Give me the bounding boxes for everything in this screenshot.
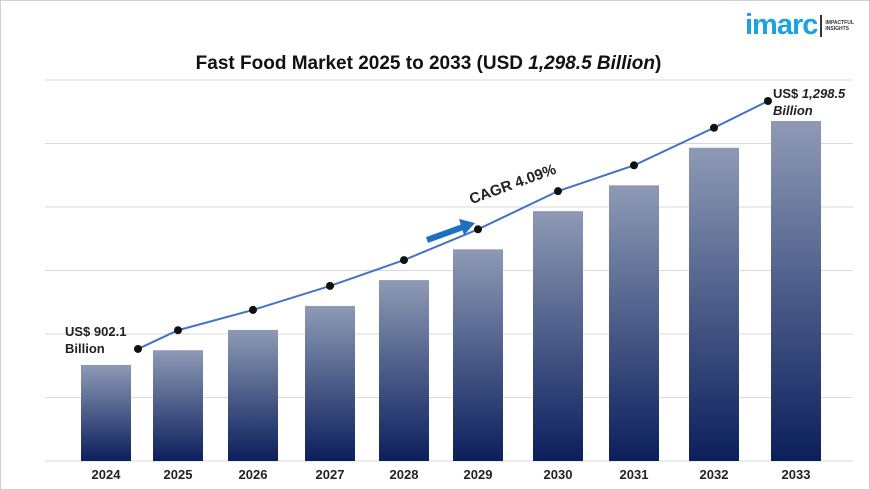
trend-marker bbox=[554, 187, 562, 196]
trend-marker bbox=[174, 326, 182, 335]
trend-marker bbox=[764, 97, 772, 105]
x-tick-label: 2025 bbox=[164, 467, 193, 482]
trend-marker bbox=[249, 305, 257, 314]
trend-marker bbox=[710, 123, 718, 132]
bar-2029 bbox=[453, 249, 503, 461]
trend-marker bbox=[326, 281, 334, 290]
end-value-label: US$ 1,298.5 Billion bbox=[773, 86, 846, 118]
bar-2031 bbox=[609, 185, 659, 462]
bar-2027 bbox=[305, 305, 355, 461]
cagr-arrow-shaft bbox=[425, 224, 465, 243]
trend-marker bbox=[474, 225, 482, 234]
x-tick-label: 2031 bbox=[620, 467, 649, 482]
logo-divider bbox=[820, 14, 823, 37]
bar-2024 bbox=[81, 364, 131, 461]
start-value-label: US$ 902.1 Billion bbox=[65, 324, 127, 356]
imarc-logo: imarc IMPACTFUL INSIGHTS bbox=[745, 9, 854, 42]
x-tick-label: 2032 bbox=[700, 467, 729, 482]
x-tick-label: 2033 bbox=[782, 467, 811, 482]
x-tick-label: 2024 bbox=[92, 467, 122, 482]
x-tick-label: 2027 bbox=[316, 467, 345, 482]
chart-title: Fast Food Market 2025 to 2033 (USD 1,298… bbox=[195, 53, 662, 74]
logo-tagline: IMPACTFUL INSIGHTS bbox=[825, 19, 854, 32]
x-tick-label: 2026 bbox=[239, 467, 268, 482]
trend-marker bbox=[630, 161, 638, 170]
trend-marker bbox=[134, 344, 142, 353]
bar-2028 bbox=[379, 280, 429, 461]
x-tick-label: 2030 bbox=[544, 467, 573, 482]
cagr-arrow-head bbox=[459, 219, 475, 235]
bar-2033 bbox=[771, 121, 821, 461]
trend-line bbox=[137, 100, 769, 350]
bar-2030 bbox=[533, 211, 583, 461]
x-tick-label: 2029 bbox=[464, 467, 493, 482]
bar-2025 bbox=[153, 350, 203, 461]
logo-text: imarc bbox=[745, 9, 818, 41]
trend-marker bbox=[400, 256, 408, 265]
bar-2026 bbox=[228, 329, 278, 461]
x-tick-label: 2028 bbox=[390, 467, 419, 482]
bar-2032 bbox=[689, 147, 739, 461]
